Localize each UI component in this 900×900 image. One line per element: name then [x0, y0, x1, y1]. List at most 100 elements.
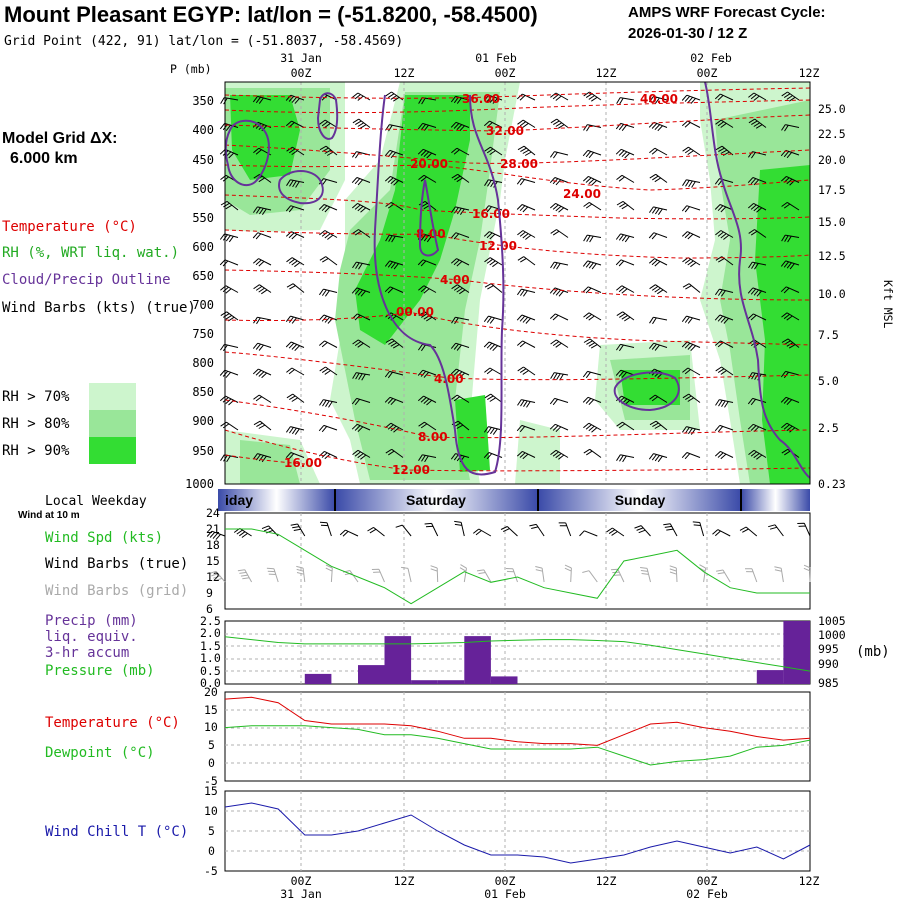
wind-barb	[285, 426, 305, 435]
wind-barb	[483, 341, 503, 352]
wind-barb	[483, 452, 503, 460]
height-tick: 12.5	[818, 249, 846, 263]
wind-barb	[516, 450, 536, 460]
wind-barb	[649, 173, 668, 183]
precip-bar	[464, 636, 491, 684]
wind-barb	[803, 564, 811, 583]
wind-barb	[616, 285, 635, 294]
wind-barb	[220, 454, 239, 463]
temperature-line	[224, 696, 811, 746]
wind-barb	[681, 341, 701, 352]
wind-barbs-grid-label: Wind Barbs (grid)	[45, 583, 188, 599]
pressure-tick: 800	[192, 356, 214, 370]
wind-barb	[219, 369, 239, 378]
wind-barb	[286, 393, 305, 403]
wind-barb	[682, 393, 701, 403]
wind-barb	[748, 449, 767, 460]
cross-section-frame	[224, 81, 811, 485]
wind-barb	[367, 526, 385, 537]
contour-label: 16.00	[284, 456, 322, 470]
wind-barb	[583, 422, 602, 433]
wind-barb	[747, 177, 767, 186]
contour-label: 12.00	[392, 463, 430, 477]
wind-barb	[285, 315, 305, 324]
pressure-tick: 900	[192, 414, 214, 428]
wind-panel: 24 21 18 15 12 9 6 Wind Spd (kts) Wind B…	[45, 506, 811, 616]
wind-barb	[616, 311, 635, 322]
wind-barb	[739, 526, 758, 537]
wind-barb	[582, 149, 602, 159]
wind-barb	[252, 258, 272, 267]
pressure-tick: 850	[192, 385, 214, 399]
wind-barb	[417, 369, 437, 378]
wind-barb	[285, 94, 305, 104]
wind-barb	[318, 424, 338, 433]
wind-barb	[318, 288, 338, 297]
weekday-friday-label: iday	[225, 492, 253, 508]
legend-temperature: Temperature (°C)	[2, 219, 137, 235]
wind-barb	[615, 148, 635, 159]
wind-barb	[715, 119, 734, 128]
amps-cycle-label: AMPS WRF Forecast Cycle:	[628, 4, 826, 21]
wind-barb	[484, 146, 503, 156]
wind-barb	[549, 202, 569, 213]
wind-barb	[450, 232, 470, 240]
wind-barb	[582, 175, 602, 186]
contour-label: 24.00	[563, 187, 601, 201]
wind-panel-frame	[224, 512, 811, 610]
pressure-ytick: 1005	[818, 614, 846, 628]
wind-barb	[319, 366, 338, 376]
wind-barb	[351, 202, 371, 213]
wind-barb	[384, 149, 404, 159]
wind-barb	[430, 565, 439, 583]
wind-barb	[714, 340, 734, 348]
wind-chill-line	[224, 802, 811, 864]
wind-barb	[517, 399, 536, 408]
wind-barb	[418, 174, 437, 183]
wind-barb	[516, 178, 536, 186]
wind-barb	[768, 524, 784, 537]
wind-barb	[550, 449, 569, 460]
wind-barb	[564, 564, 572, 583]
wind-speed-line	[225, 528, 810, 605]
chill-ytick: 5	[208, 824, 215, 838]
wind-barb	[549, 177, 569, 186]
wind-barb	[781, 338, 800, 349]
model-grid-value: 6.000 km	[10, 150, 78, 167]
wind-barb	[424, 522, 439, 537]
wind-barb	[649, 420, 668, 431]
wind-barb	[715, 230, 734, 240]
wind-barb	[780, 396, 800, 406]
height-tick: 0.23	[818, 477, 846, 491]
wind-barb	[747, 287, 767, 297]
wind-barb	[616, 97, 635, 105]
wind-barb	[714, 424, 734, 433]
chart-title: Mount Pleasant EGYP: lat/lon = (-51.8200…	[4, 2, 538, 27]
weekday-saturday-label: Saturday	[406, 492, 466, 508]
wind-barb	[351, 397, 371, 406]
wind-barb	[780, 370, 800, 379]
contour-label: 4.00	[440, 273, 470, 287]
wind-barb	[682, 283, 701, 293]
bottom-date-label-2: 01 Feb	[484, 887, 526, 900]
wind-barb	[747, 397, 767, 406]
bottom-tick-00z-3: 00Z	[697, 874, 718, 888]
wind-barb	[682, 257, 701, 268]
precip-bar	[411, 680, 438, 684]
wind-barb	[451, 173, 470, 183]
wind-barb	[395, 524, 412, 537]
wind-barb	[371, 568, 385, 583]
wind-barb	[384, 286, 404, 294]
wind-barb	[290, 523, 306, 537]
rh90-region	[230, 95, 810, 484]
precip-bar	[358, 665, 385, 684]
wind-barb	[483, 426, 503, 435]
wind-barb	[692, 521, 705, 537]
wind-barb	[352, 372, 371, 381]
wind-barb	[385, 91, 404, 102]
contour-label: 40.00	[640, 92, 678, 106]
temperature-panel-frame	[224, 691, 811, 782]
wind-barb	[781, 312, 800, 321]
wind-barb	[610, 568, 625, 583]
wind-barb	[252, 342, 272, 351]
